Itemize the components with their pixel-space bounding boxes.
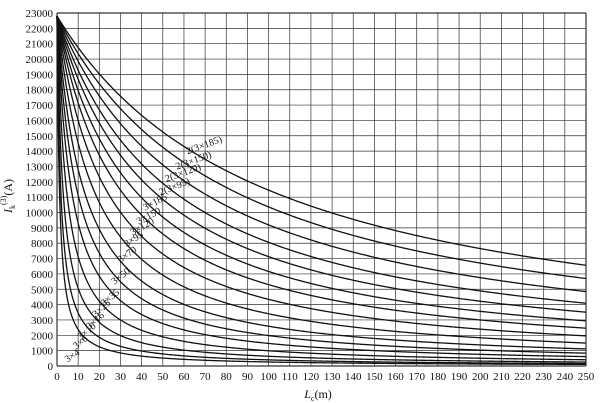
- y-tick-label: 8000: [31, 238, 54, 250]
- x-tick-label: 40: [136, 371, 148, 383]
- y-tick-label: 20000: [26, 54, 54, 66]
- y-tick-label: 16000: [26, 115, 54, 127]
- x-tick-label: 220: [514, 371, 531, 383]
- x-tick-label: 230: [535, 371, 552, 383]
- y-tick-label: 3000: [31, 315, 54, 327]
- series-line: [56, 15, 587, 344]
- y-tick-label: 7000: [31, 254, 54, 266]
- x-tick-label: 250: [578, 371, 595, 383]
- x-tick-label: 70: [200, 371, 212, 383]
- series-line: [56, 15, 587, 293]
- curve-label: 3×70: [116, 245, 139, 266]
- series-line: [56, 16, 587, 350]
- series-line: [56, 15, 587, 266]
- series-line: [56, 15, 587, 322]
- y-tick-label: 17000: [26, 100, 54, 112]
- series-line: [56, 16, 587, 361]
- x-tick-label: 170: [408, 371, 425, 383]
- series-line: [56, 16, 587, 365]
- y-tick-label: 10000: [26, 208, 54, 220]
- y-tick-label: 22000: [26, 23, 54, 35]
- x-tick-label: 110: [282, 371, 299, 383]
- x-tick-label: 20: [94, 371, 106, 383]
- series-line: [56, 16, 586, 366]
- series-line: [56, 16, 587, 354]
- x-tick-label: 180: [430, 371, 447, 383]
- y-tick-label: 0: [48, 361, 54, 373]
- y-tick-label: 4000: [31, 300, 54, 312]
- y-tick-label: 13000: [26, 161, 54, 173]
- x-tick-label: 90: [242, 371, 254, 383]
- y-tick-label: 5000: [31, 284, 54, 296]
- x-tick-label: 150: [366, 371, 383, 383]
- y-tick-label: 18000: [26, 85, 54, 97]
- x-tick-label: 120: [303, 371, 320, 383]
- x-tick-label: 190: [451, 371, 468, 383]
- x-tick-label: 0: [54, 371, 60, 383]
- y-tick-label: 2000: [31, 330, 54, 342]
- x-tick-label: 130: [324, 371, 341, 383]
- y-tick-label: 23000: [26, 8, 54, 20]
- x-tick-label: 30: [115, 371, 127, 383]
- chart-curves: [56, 15, 587, 366]
- x-tick-label: 100: [260, 371, 277, 383]
- curve-label: 3×50: [110, 266, 133, 287]
- y-tick-label: 1000: [31, 346, 54, 358]
- y-tick-label: 21000: [26, 39, 54, 51]
- series-line: [56, 15, 587, 280]
- x-tick-label: 200: [472, 371, 489, 383]
- series-line: [56, 15, 587, 313]
- series-line: [56, 15, 587, 329]
- y-tick-label: 14000: [26, 146, 54, 158]
- y-tick-label: 9000: [31, 223, 54, 235]
- y-tick-label: 6000: [31, 269, 54, 281]
- x-axis-label: Lc(m): [303, 387, 332, 403]
- x-tick-label: 10: [73, 371, 85, 383]
- series-line: [56, 16, 587, 363]
- series-line: [56, 15, 587, 304]
- y-tick-label: 15000: [26, 131, 54, 143]
- y-tick-label: 19000: [26, 69, 54, 81]
- chart-grid: [56, 12, 587, 367]
- series-line: [56, 15, 587, 337]
- x-tick-label: 80: [221, 371, 233, 383]
- y-tick-label: 12000: [26, 177, 54, 189]
- x-tick-label: 210: [493, 371, 510, 383]
- y-tick-label: 11000: [26, 192, 54, 204]
- x-tick-label: 140: [345, 371, 362, 383]
- series-line: [56, 16, 587, 358]
- x-tick-label: 50: [157, 371, 169, 383]
- x-tick-label: 60: [178, 371, 190, 383]
- x-tick-labels: 0 10 20 30 40 50 60 70 80 90 100 110 120 130 140 150 160…: [54, 371, 595, 383]
- y-axis-label: Ik(3)(A): [0, 179, 17, 214]
- y-tick-labels: 0 1000 2000 3000 4000 5000 6000 7000 8000 9000 100…: [26, 8, 54, 373]
- x-tick-label: 160: [387, 371, 404, 383]
- x-tick-label: 240: [557, 371, 574, 383]
